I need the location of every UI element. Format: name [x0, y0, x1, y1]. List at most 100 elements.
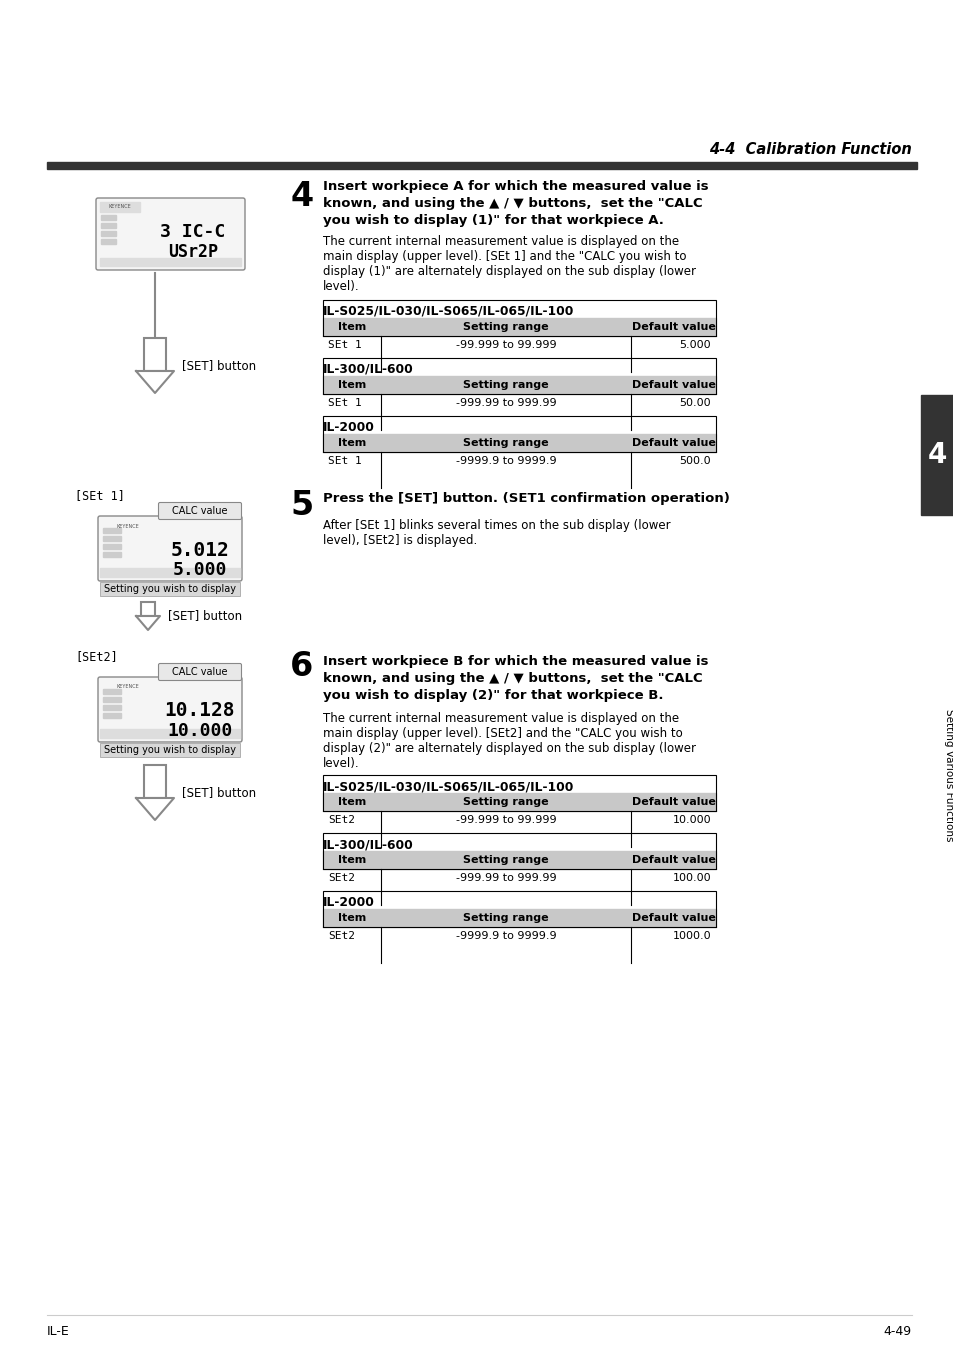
Text: IL-E: IL-E [47, 1324, 70, 1338]
Text: Setting range: Setting range [463, 379, 548, 390]
Text: IL-2000: IL-2000 [323, 896, 375, 909]
Text: IL-300/IL-600: IL-300/IL-600 [323, 363, 414, 377]
Text: Setting range: Setting range [463, 323, 548, 332]
Text: display (1)" are alternately displayed on the sub display (lower: display (1)" are alternately displayed o… [323, 265, 696, 278]
Text: 100.00: 100.00 [672, 873, 710, 883]
Text: display (2)" are alternately displayed on the sub display (lower: display (2)" are alternately displayed o… [323, 743, 696, 755]
Text: 3 IC-C: 3 IC-C [160, 223, 226, 242]
Text: -99.999 to 99.999: -99.999 to 99.999 [456, 815, 556, 825]
Text: 4-4  Calibration Function: 4-4 Calibration Function [708, 142, 911, 157]
Text: Setting Various Functions: Setting Various Functions [943, 709, 953, 841]
Text: main display (upper level). [SEt 1] and the "CALC you wish to: main display (upper level). [SEt 1] and … [323, 250, 686, 263]
Bar [103, 688, 121, 694]
Text: [SET] button: [SET] button [182, 787, 255, 799]
Polygon shape [136, 371, 173, 393]
Text: KEYENCE: KEYENCE [116, 524, 139, 528]
FancyBboxPatch shape [158, 663, 241, 680]
Bar [323, 869, 716, 887]
Text: After [SEt 1] blinks several times on the sub display (lower: After [SEt 1] blinks several times on th… [323, 518, 670, 532]
Text: IL-S025/IL-030/IL-S065/IL-065/IL-100: IL-S025/IL-030/IL-S065/IL-065/IL-100 [323, 780, 574, 792]
Polygon shape [136, 616, 160, 630]
Text: The current internal measurement value is displayed on the: The current internal measurement value i… [323, 235, 679, 248]
Text: Default value: Default value [631, 379, 715, 390]
Bar [47, 162, 916, 169]
Text: Press the [SET] button. (SET1 confirmation operation): Press the [SET] button. (SET1 confirmati… [323, 491, 729, 505]
Text: 10.128: 10.128 [165, 702, 235, 721]
Text: SEt2: SEt2 [328, 873, 355, 883]
Bar [323, 833, 716, 869]
Text: 5.000: 5.000 [679, 340, 710, 350]
Text: 5.012: 5.012 [171, 540, 229, 559]
Text: 6: 6 [290, 649, 314, 683]
Bar [103, 552, 121, 558]
Text: Item: Item [337, 913, 366, 923]
Bar [323, 433, 716, 452]
Text: Default value: Default value [631, 437, 715, 448]
Text: Insert workpiece A for which the measured value is: Insert workpiece A for which the measure… [323, 180, 708, 193]
Bar [103, 713, 121, 718]
Text: -9999.9 to 9999.9: -9999.9 to 9999.9 [456, 931, 556, 941]
Bar [103, 544, 121, 549]
Text: you wish to display (2)" for that workpiece B.: you wish to display (2)" for that workpi… [323, 688, 662, 702]
Bar [101, 223, 116, 228]
Bar [323, 792, 716, 811]
Text: Item: Item [337, 437, 366, 448]
Text: KEYENCE: KEYENCE [109, 204, 132, 209]
Bar [323, 358, 716, 394]
Bar [323, 775, 716, 811]
Bar [323, 319, 716, 336]
Text: level).: level). [323, 757, 359, 769]
Text: IL-2000: IL-2000 [323, 421, 375, 433]
Bar [323, 336, 716, 354]
Text: Setting range: Setting range [463, 913, 548, 923]
Bar [323, 909, 716, 927]
Bar [323, 850, 716, 869]
Bar [323, 300, 716, 336]
Text: [SEt 1]: [SEt 1] [75, 489, 125, 502]
Bar [323, 927, 716, 945]
Text: Default value: Default value [631, 323, 715, 332]
Text: 5.000: 5.000 [172, 562, 227, 579]
Text: IL-S025/IL-030/IL-S065/IL-065/IL-100: IL-S025/IL-030/IL-S065/IL-065/IL-100 [323, 305, 574, 319]
Text: [SEt2]: [SEt2] [75, 649, 117, 663]
Text: 10.000: 10.000 [167, 722, 233, 740]
Bar [101, 231, 116, 236]
Text: [SET] button: [SET] button [168, 609, 242, 622]
Text: Setting you wish to display: Setting you wish to display [104, 585, 235, 594]
Text: The current internal measurement value is displayed on the: The current internal measurement value i… [323, 711, 679, 725]
Text: Default value: Default value [631, 913, 715, 923]
Bar [100, 258, 241, 266]
Bar [323, 452, 716, 470]
Text: 10.000: 10.000 [672, 815, 710, 825]
Bar [141, 602, 154, 616]
FancyBboxPatch shape [96, 198, 245, 270]
Text: Item: Item [337, 323, 366, 332]
Bar [323, 394, 716, 412]
Text: Item: Item [337, 796, 366, 807]
Bar [920, 396, 953, 514]
Text: CALC value: CALC value [172, 667, 228, 676]
Text: 5: 5 [290, 489, 314, 522]
Text: Setting range: Setting range [463, 855, 548, 865]
Text: -9999.9 to 9999.9: -9999.9 to 9999.9 [456, 456, 556, 466]
Bar [103, 697, 121, 702]
Bar [100, 729, 240, 738]
FancyBboxPatch shape [158, 502, 241, 520]
Bar [100, 582, 240, 595]
Bar [100, 568, 240, 576]
Text: 4: 4 [927, 441, 946, 468]
FancyBboxPatch shape [98, 676, 242, 743]
Bar [101, 239, 116, 244]
Text: Setting you wish to display: Setting you wish to display [104, 745, 235, 755]
Bar [323, 811, 716, 829]
Text: 1000.0: 1000.0 [672, 931, 710, 941]
Text: 500.0: 500.0 [679, 456, 710, 466]
Text: 4-49: 4-49 [882, 1324, 911, 1338]
Text: 50.00: 50.00 [679, 398, 710, 408]
Text: main display (upper level). [SEt2] and the "CALC you wish to: main display (upper level). [SEt2] and t… [323, 728, 682, 740]
Text: -99.999 to 99.999: -99.999 to 99.999 [456, 340, 556, 350]
Bar [323, 416, 716, 452]
Text: level), [SEt2] is displayed.: level), [SEt2] is displayed. [323, 535, 476, 547]
Text: SEt2: SEt2 [328, 931, 355, 941]
Text: SEt2: SEt2 [328, 815, 355, 825]
